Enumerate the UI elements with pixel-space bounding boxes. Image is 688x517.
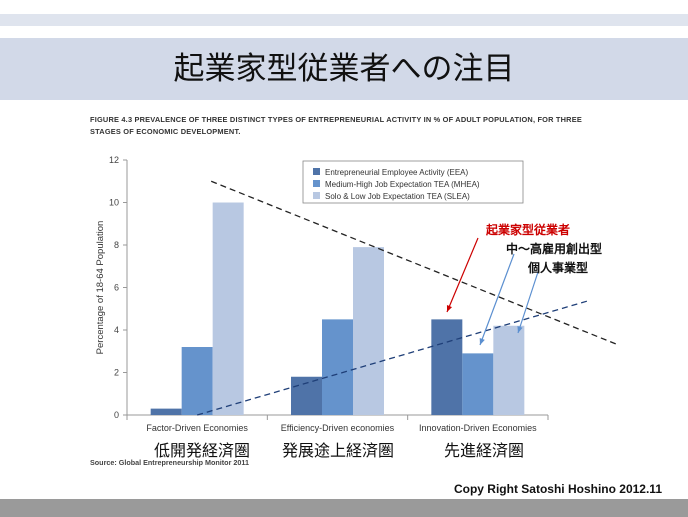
annotation-eea-arrow [446,237,479,313]
bar-eea-1 [150,408,182,415]
y-tick-label: 10 [109,198,119,208]
title-band [0,38,688,100]
bar-slea-1 [212,202,244,415]
annotation-eea-arrow-head [446,305,453,312]
top-accent-bar [0,14,688,26]
y-tick-label: 8 [114,240,119,250]
bar-eea-3 [431,319,463,415]
y-tick-label: 4 [114,325,119,335]
legend-label: Solo & Low Job Expectation TEA (SLEA) [325,192,470,201]
legend-label: Medium-High Job Expectation TEA (MHEA) [325,180,480,189]
figure-title: FIGURE 4.3 PREVALENCE OF THREE DISTINCT … [90,115,582,136]
y-tick-label: 0 [114,410,119,420]
annotation-eea: 起業家型従業者 [486,223,571,237]
bar-slea-3 [493,325,525,415]
bar-mhea-3 [462,353,494,415]
x-tick-label: Innovation-Driven Economies [419,423,537,433]
annotation-slea-arrow-head [517,326,523,333]
slide-title: 起業家型従業者への注目 [173,51,515,87]
copyright: Copy Right Satoshi Hoshino 2012.11 [453,482,662,496]
x-tick-label: Efficiency-Driven economies [281,423,395,433]
legend-swatch [313,180,320,187]
trendline-1 [210,180,619,346]
bottom-accent-bar [0,499,688,517]
bar-mhea-2 [322,319,353,415]
annotation-slea-arrow [517,271,539,334]
region-label-advanced: 先進経済圏 [444,441,525,460]
legend-swatch [313,168,320,175]
x-tick-label: Factor-Driven Economies [146,423,248,433]
annotation-mhea: 中～高雇用創出型 [506,242,603,256]
legend-box [302,160,524,204]
source-note: Source: Global Entrepreneurship Monitor … [90,458,249,467]
legend-swatch [313,192,320,199]
y-tick-label: 12 [109,155,119,165]
annotation-slea: 個人事業型 [528,261,589,275]
y-tick-label: 2 [114,368,119,378]
region-label-low-development: 低開発経済圏 [154,441,251,460]
trendline-2 [196,299,591,416]
bar-mhea-1 [181,347,213,415]
legend-label: Entrepreneurial Employee Activity (EEA) [325,168,469,177]
annotation-mhea-arrow [479,253,515,346]
y-axis-label: Percentage of 18-64 Population [95,221,106,355]
region-label-developing: 発展途上経済圏 [282,441,395,460]
bar-slea-2 [353,247,384,415]
annotation-mhea-arrow-head [479,338,485,345]
y-tick-label: 6 [114,283,119,293]
